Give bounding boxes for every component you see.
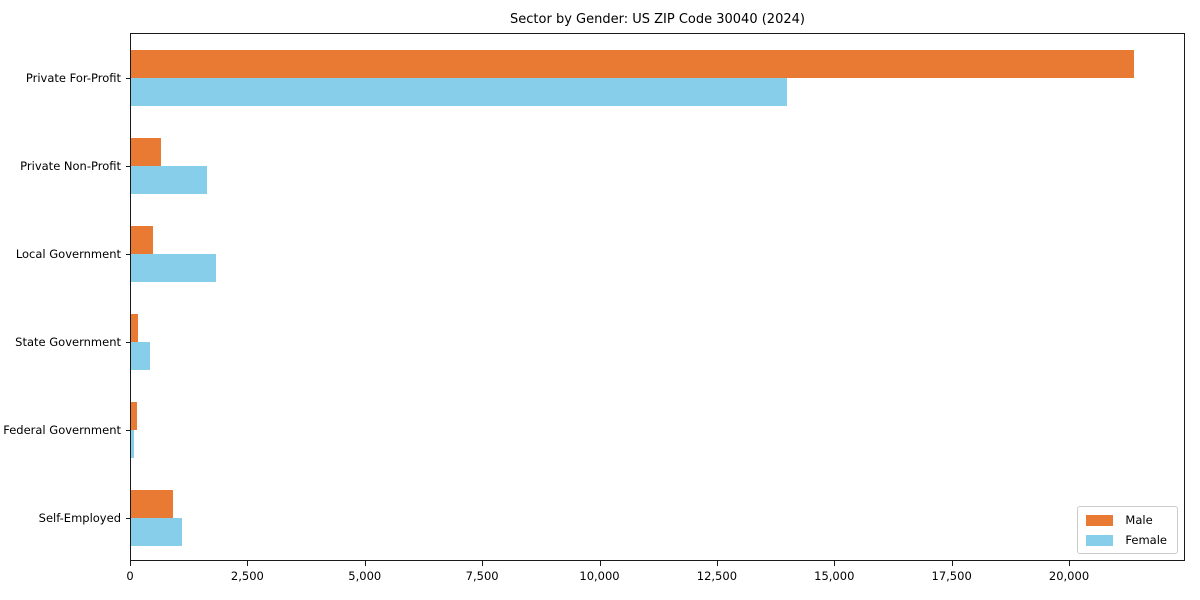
category-row: Private For-Profit (26, 34, 1184, 122)
x-tick-label: 2,500 (230, 569, 264, 583)
female-swatch-icon (1086, 534, 1114, 546)
x-tick-mark (482, 561, 484, 566)
x-tick-label: 15,000 (814, 569, 855, 583)
y-tick-mark (126, 430, 131, 431)
y-tick-mark (126, 78, 131, 79)
category-row: State Government (15, 298, 1184, 386)
y-tick-mark (126, 166, 131, 167)
bar-male (131, 490, 174, 518)
x-tick-label: 0 (126, 569, 134, 583)
bar-female (131, 342, 151, 370)
male-swatch-icon (1086, 514, 1114, 526)
legend-label-female: Female (1125, 533, 1167, 547)
x-tick-label: 12,500 (696, 569, 738, 583)
legend-label-male: Male (1125, 513, 1153, 527)
x-tick-mark (716, 561, 718, 566)
bar-male (131, 314, 139, 342)
plot-area: Private For-Profit Private Non-Profit Loca… (3, 33, 1185, 562)
x-tick-mark (834, 561, 836, 566)
x-tick-mark (951, 561, 953, 566)
bar-female (131, 254, 217, 282)
category-row: Local Government (16, 210, 1184, 298)
y-tick-label: Private Non-Profit (20, 159, 121, 173)
bar-female (131, 78, 788, 106)
y-tick-label: Self-Employed (38, 511, 121, 525)
bar-female (131, 430, 135, 458)
bar-rows: Private For-Profit Private Non-Profit Loca… (3, 34, 1184, 562)
bar-male (131, 50, 1134, 78)
category-row: Private Non-Profit (20, 122, 1184, 210)
legend-entry-female: Female (1086, 533, 1167, 547)
x-tick-mark (130, 561, 131, 566)
y-tick-mark (126, 342, 131, 343)
x-tick-label: 5,000 (348, 569, 382, 583)
x-tick-label: 17,500 (931, 569, 972, 583)
category-row: Self-Employed (39, 474, 1184, 562)
x-tick-mark (364, 561, 366, 566)
y-tick-mark (126, 518, 131, 519)
x-tick-label: 20,000 (1048, 569, 1090, 583)
category-row: Federal Government (3, 386, 1184, 474)
bar-female (131, 166, 207, 194)
y-tick-label: State Government (15, 335, 121, 349)
y-tick-label: Federal Government (3, 423, 121, 437)
x-tick-mark (599, 561, 601, 566)
bar-male (131, 226, 154, 254)
y-tick-mark (126, 254, 131, 255)
y-tick-label: Private For-Profit (25, 71, 121, 85)
x-tick-mark (1069, 561, 1071, 566)
legend-entry-male: Male (1086, 513, 1167, 527)
legend: Male Female (1077, 506, 1178, 554)
y-tick-label: Local Government (15, 247, 121, 261)
chart-title: Sector by Gender: US ZIP Code 30040 (202… (510, 12, 805, 27)
x-tick-label: 10,000 (579, 569, 620, 583)
bar-male (131, 138, 161, 166)
x-axis: 0 2,500 5,000 7,500 10,000 12,500 15,000 17,500… (126, 561, 1185, 591)
bar-male (131, 402, 138, 430)
x-tick-mark (247, 561, 249, 566)
bar-female (131, 518, 183, 546)
x-tick-label: 7,500 (465, 569, 499, 583)
